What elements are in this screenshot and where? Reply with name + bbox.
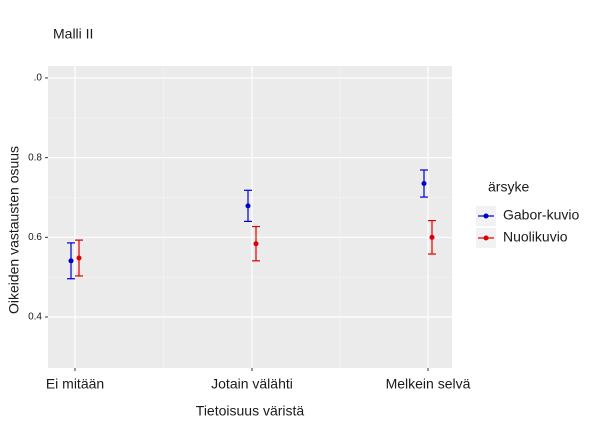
y-axis-title: Oikeiden vastausten osuus xyxy=(6,146,22,314)
y-tick-label: .0 xyxy=(34,73,43,84)
legend-title: ärsyke xyxy=(488,179,529,195)
x-axis-title: Tietoisuus väristä xyxy=(196,403,305,419)
x-tick-label: Melkein selvä xyxy=(386,376,471,392)
x-tick-label: Jotain välähti xyxy=(211,376,293,392)
point xyxy=(429,234,435,240)
legend-label: Gabor-kuvio xyxy=(503,207,579,223)
point xyxy=(68,258,74,264)
point xyxy=(253,241,259,247)
panel xyxy=(48,66,452,368)
x-tick-label: Ei mitään xyxy=(46,376,104,392)
legend-point xyxy=(483,213,489,219)
y-tick-label: 0.4 xyxy=(28,312,42,323)
legend-label: Nuolikuvio xyxy=(503,229,568,245)
chart-title: Malli II xyxy=(53,26,93,42)
point xyxy=(76,255,82,261)
point xyxy=(245,203,251,209)
point xyxy=(421,181,427,187)
y-tick-label: 0.8 xyxy=(28,152,42,163)
legend-point xyxy=(483,235,489,241)
y-tick-label: 0.6 xyxy=(28,232,42,243)
